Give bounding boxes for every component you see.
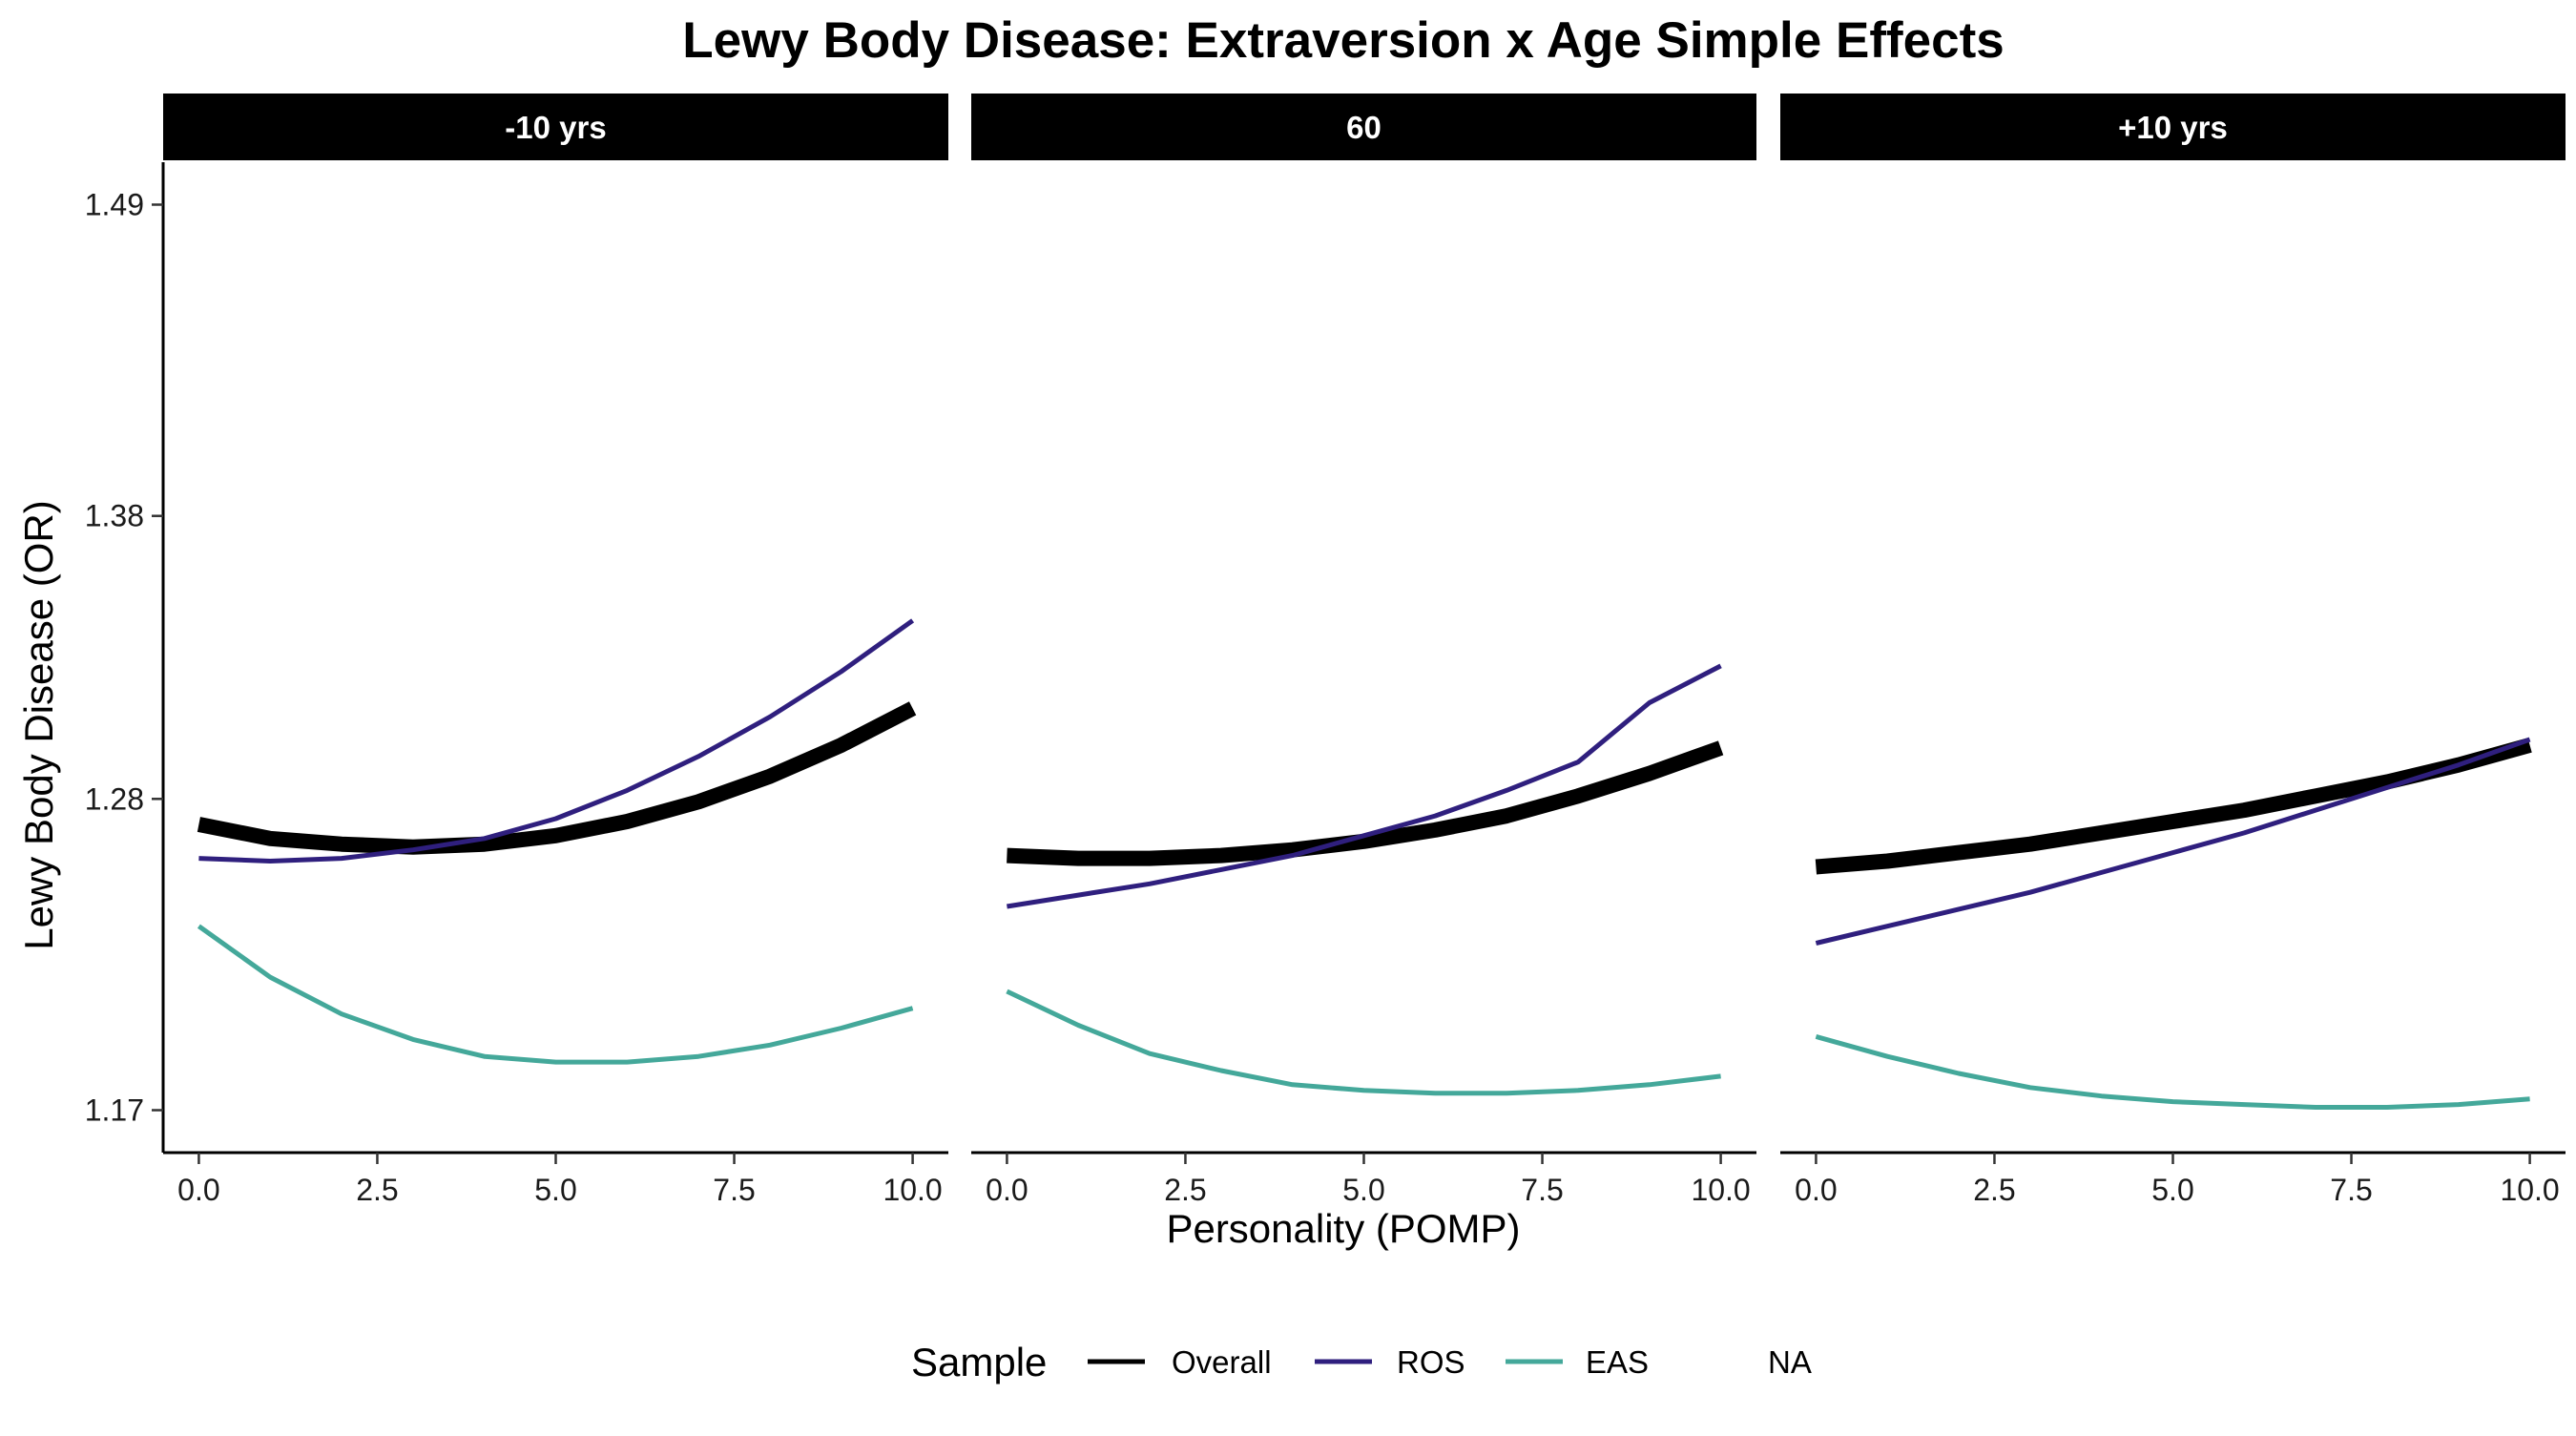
y-tick-label: 1.38: [85, 499, 144, 533]
chart-title: Lewy Body Disease: Extraversion x Age Si…: [682, 12, 2004, 69]
series-line-overall: [1815, 738, 2532, 875]
x-tick-label: 0.0: [177, 1173, 219, 1207]
facet-panels: -10 yrs 0.0 2.5 5.0 7.5 10.0 1.17 1.28 1.38 1.49 6…: [85, 94, 2566, 1207]
series-line-eas: [1006, 989, 1721, 1096]
series-line-ros: [198, 618, 915, 864]
facet-strip: [163, 94, 948, 160]
legend: Sample Overall ROS EAS NA: [911, 1340, 1812, 1384]
x-tick-label: 2.5: [356, 1173, 398, 1207]
facet-strip: [1780, 94, 2566, 160]
facet-panel-1: -10 yrs 0.0 2.5 5.0 7.5 10.0 1.17 1.28 1.38 1.49: [85, 94, 948, 1207]
facet-strip-label: 60: [1346, 110, 1381, 145]
legend-label-ros: ROS: [1397, 1344, 1465, 1380]
y-tick-label: 1.49: [85, 187, 144, 221]
legend-label-na: NA: [1768, 1344, 1812, 1380]
x-tick-label: 7.5: [1521, 1173, 1563, 1207]
facet-panel-3: +10 yrs 0.0 2.5 5.0 7.5 10.0: [1780, 94, 2566, 1207]
x-tick-label: 5.0: [1342, 1173, 1384, 1207]
series-line-ros: [1007, 663, 1722, 909]
x-tick-label: 7.5: [2330, 1173, 2372, 1207]
legend-title: Sample: [911, 1340, 1047, 1384]
x-tick-label: 0.0: [1795, 1173, 1837, 1207]
legend-label-overall: Overall: [1172, 1344, 1272, 1380]
x-tick-label: 0.0: [986, 1173, 1028, 1207]
series-line-overall: [1007, 740, 1724, 866]
x-tick-label: 10.0: [883, 1173, 942, 1207]
x-tick-label: 5.0: [2151, 1173, 2193, 1207]
x-tick-label: 10.0: [1691, 1173, 1750, 1207]
legend-label-eas: EAS: [1586, 1344, 1649, 1380]
x-tick-label: 5.0: [534, 1173, 576, 1207]
facet-panel-2: 60 0.0 2.5 5.0 7.5 10.0: [971, 94, 1756, 1207]
y-axis-title: Lewy Body Disease (OR): [16, 500, 61, 950]
facet-strip-label: -10 yrs: [505, 110, 606, 145]
x-tick-label: 2.5: [1973, 1173, 2015, 1207]
series-line-overall: [197, 701, 917, 855]
x-axis-title: Personality (POMP): [1166, 1206, 1520, 1251]
x-tick-label: 10.0: [2500, 1173, 2559, 1207]
x-tick-label: 2.5: [1164, 1173, 1206, 1207]
x-tick-label: 7.5: [713, 1173, 755, 1207]
series-line-eas: [1815, 1033, 2530, 1110]
series-line-ros: [1815, 737, 2531, 946]
facet-strip-label: +10 yrs: [2118, 110, 2228, 145]
y-tick-label: 1.28: [85, 781, 144, 816]
series-line-eas: [197, 924, 914, 1065]
y-tick-label: 1.17: [85, 1093, 144, 1128]
facet-strip: [971, 94, 1756, 160]
